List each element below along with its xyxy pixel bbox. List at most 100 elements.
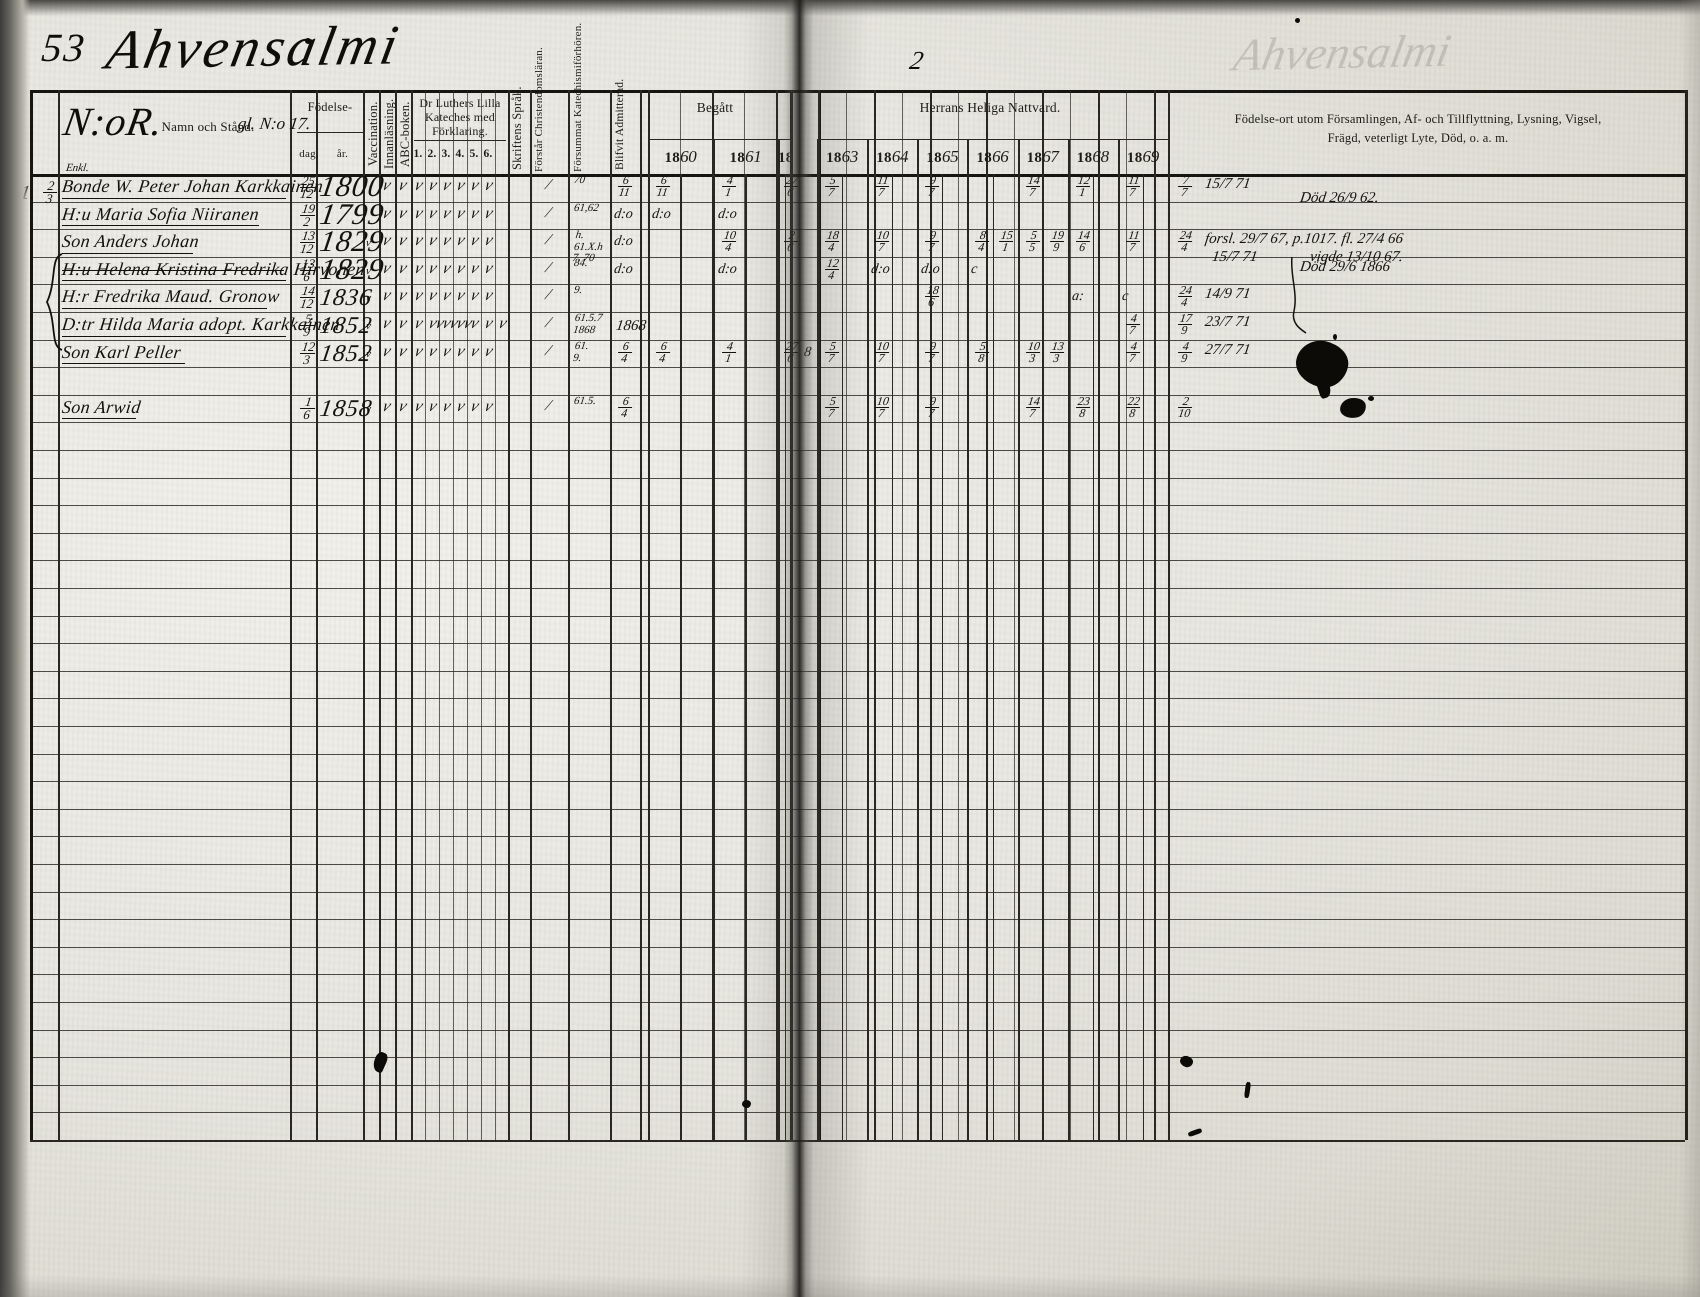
year-prefix: 18	[876, 150, 892, 166]
denominator: 3	[302, 351, 311, 367]
denominator: 6	[927, 295, 936, 310]
name-underline	[62, 252, 193, 254]
year-suffix: 65	[941, 147, 959, 166]
column-rule	[902, 90, 903, 1140]
denominator: 4	[827, 268, 836, 283]
column-rule	[379, 90, 381, 1140]
column-rule	[712, 90, 714, 1140]
birth-day: 13 6	[294, 256, 321, 285]
column-rule	[1043, 174, 1044, 1140]
communion-1864: 10 7	[869, 339, 894, 365]
notes-date: 2 10	[1172, 394, 1197, 420]
row-rule	[30, 560, 1685, 562]
communion-1863: 12 4	[819, 256, 844, 283]
row-rule	[30, 919, 1685, 921]
row-rule	[30, 1112, 1685, 1114]
row-rule	[30, 588, 1685, 589]
communion-1868: 23 8	[1070, 394, 1095, 420]
name-underline	[62, 363, 185, 365]
name-underline	[62, 418, 136, 420]
column-rule	[1685, 90, 1688, 1140]
denominator: 4	[620, 406, 629, 421]
denominator: 12	[299, 186, 315, 202]
denominator: 4	[827, 240, 836, 255]
communion-1864: 10 7	[869, 228, 894, 255]
year-prefix: 18	[1126, 150, 1143, 166]
denominator: 1	[1077, 185, 1086, 200]
birth-year: 1829	[317, 252, 387, 286]
birth-day-header: dag.	[299, 148, 319, 160]
denominator: 4	[724, 240, 733, 255]
year-suffix: 69	[1142, 147, 1160, 166]
begatt-header: Begått	[696, 100, 734, 115]
row-rule	[30, 891, 1685, 893]
birth-group-header: Födelse-	[307, 100, 353, 114]
denominator: 9	[1180, 323, 1189, 338]
column-rule	[1014, 90, 1015, 1140]
row-rule	[30, 339, 1685, 341]
row-rule	[30, 1002, 1685, 1003]
column-rule	[481, 90, 482, 1140]
notes-header-line2: Frägd, veterligt Lyte, Död, o. a. m.	[1327, 131, 1509, 145]
denominator: 3	[1051, 350, 1060, 365]
denominator: 1	[724, 350, 733, 365]
column-rule	[363, 90, 365, 1140]
numerator: 13	[1050, 338, 1065, 353]
column-rule	[648, 139, 650, 1140]
row-rule	[30, 974, 1685, 976]
page-number-left: 53	[39, 25, 89, 70]
communion-header: Herrans Heliga Nattvard.	[919, 100, 1061, 115]
row-rule	[30, 367, 1685, 369]
admitted-header: Blifvit Admitterad.	[614, 78, 626, 170]
year-header-1863: 1863	[817, 147, 867, 167]
column-rule	[1042, 90, 1044, 1140]
notes-header-line1: Födelse-ort utom Församlingen, Af- och T…	[1234, 112, 1602, 126]
number-col-label: N:o	[60, 99, 131, 144]
communion-1862: 27 6	[778, 173, 803, 199]
year-prefix: 18	[778, 150, 792, 166]
name-underline	[62, 308, 267, 309]
column-rule	[30, 90, 33, 1140]
communion-1864: d:o	[870, 261, 891, 277]
notes-text: 23/7 71	[1203, 314, 1252, 330]
row-rule	[30, 726, 1685, 727]
column-rule	[568, 90, 570, 1140]
birth-group-underline	[297, 132, 363, 133]
year-prefix: 18	[1026, 150, 1043, 166]
year-header-1865: 1865	[917, 147, 967, 167]
scripture-language-header: Skriftens Språk.	[510, 86, 524, 170]
notes-text: 14/9 71	[1203, 286, 1252, 303]
year-header-1864: 1864	[867, 147, 917, 167]
row-name: Son Anders Johan	[60, 231, 201, 252]
notes-text-secondary: 15/7 71	[1210, 249, 1259, 266]
denominator: 7	[827, 185, 836, 200]
birth-day: 13 12	[294, 228, 321, 256]
column-rule	[395, 90, 397, 1140]
row-name: Bonde W. Peter Johan Karkkainen	[60, 176, 325, 196]
year-prefix: 18	[1076, 150, 1093, 166]
catechism-number-3: 3.	[441, 148, 451, 160]
missed-catechism-header: Försummat Katechismiförhören.	[572, 22, 584, 172]
scan-edge-right	[1680, 0, 1700, 1297]
numerator: 27	[784, 338, 799, 353]
birth-year-header: år.	[336, 148, 349, 160]
denominator: 6	[302, 269, 311, 285]
denominator: 7	[1128, 323, 1137, 338]
ink-speck-1	[1368, 396, 1374, 401]
scan-edge-left	[0, 0, 30, 1297]
column-rule	[785, 174, 786, 1140]
communion-1868: a:	[1070, 289, 1085, 305]
denominator: 3	[1027, 350, 1036, 365]
year-header-1868: 1868	[1068, 147, 1118, 167]
row-rule	[30, 394, 1685, 396]
